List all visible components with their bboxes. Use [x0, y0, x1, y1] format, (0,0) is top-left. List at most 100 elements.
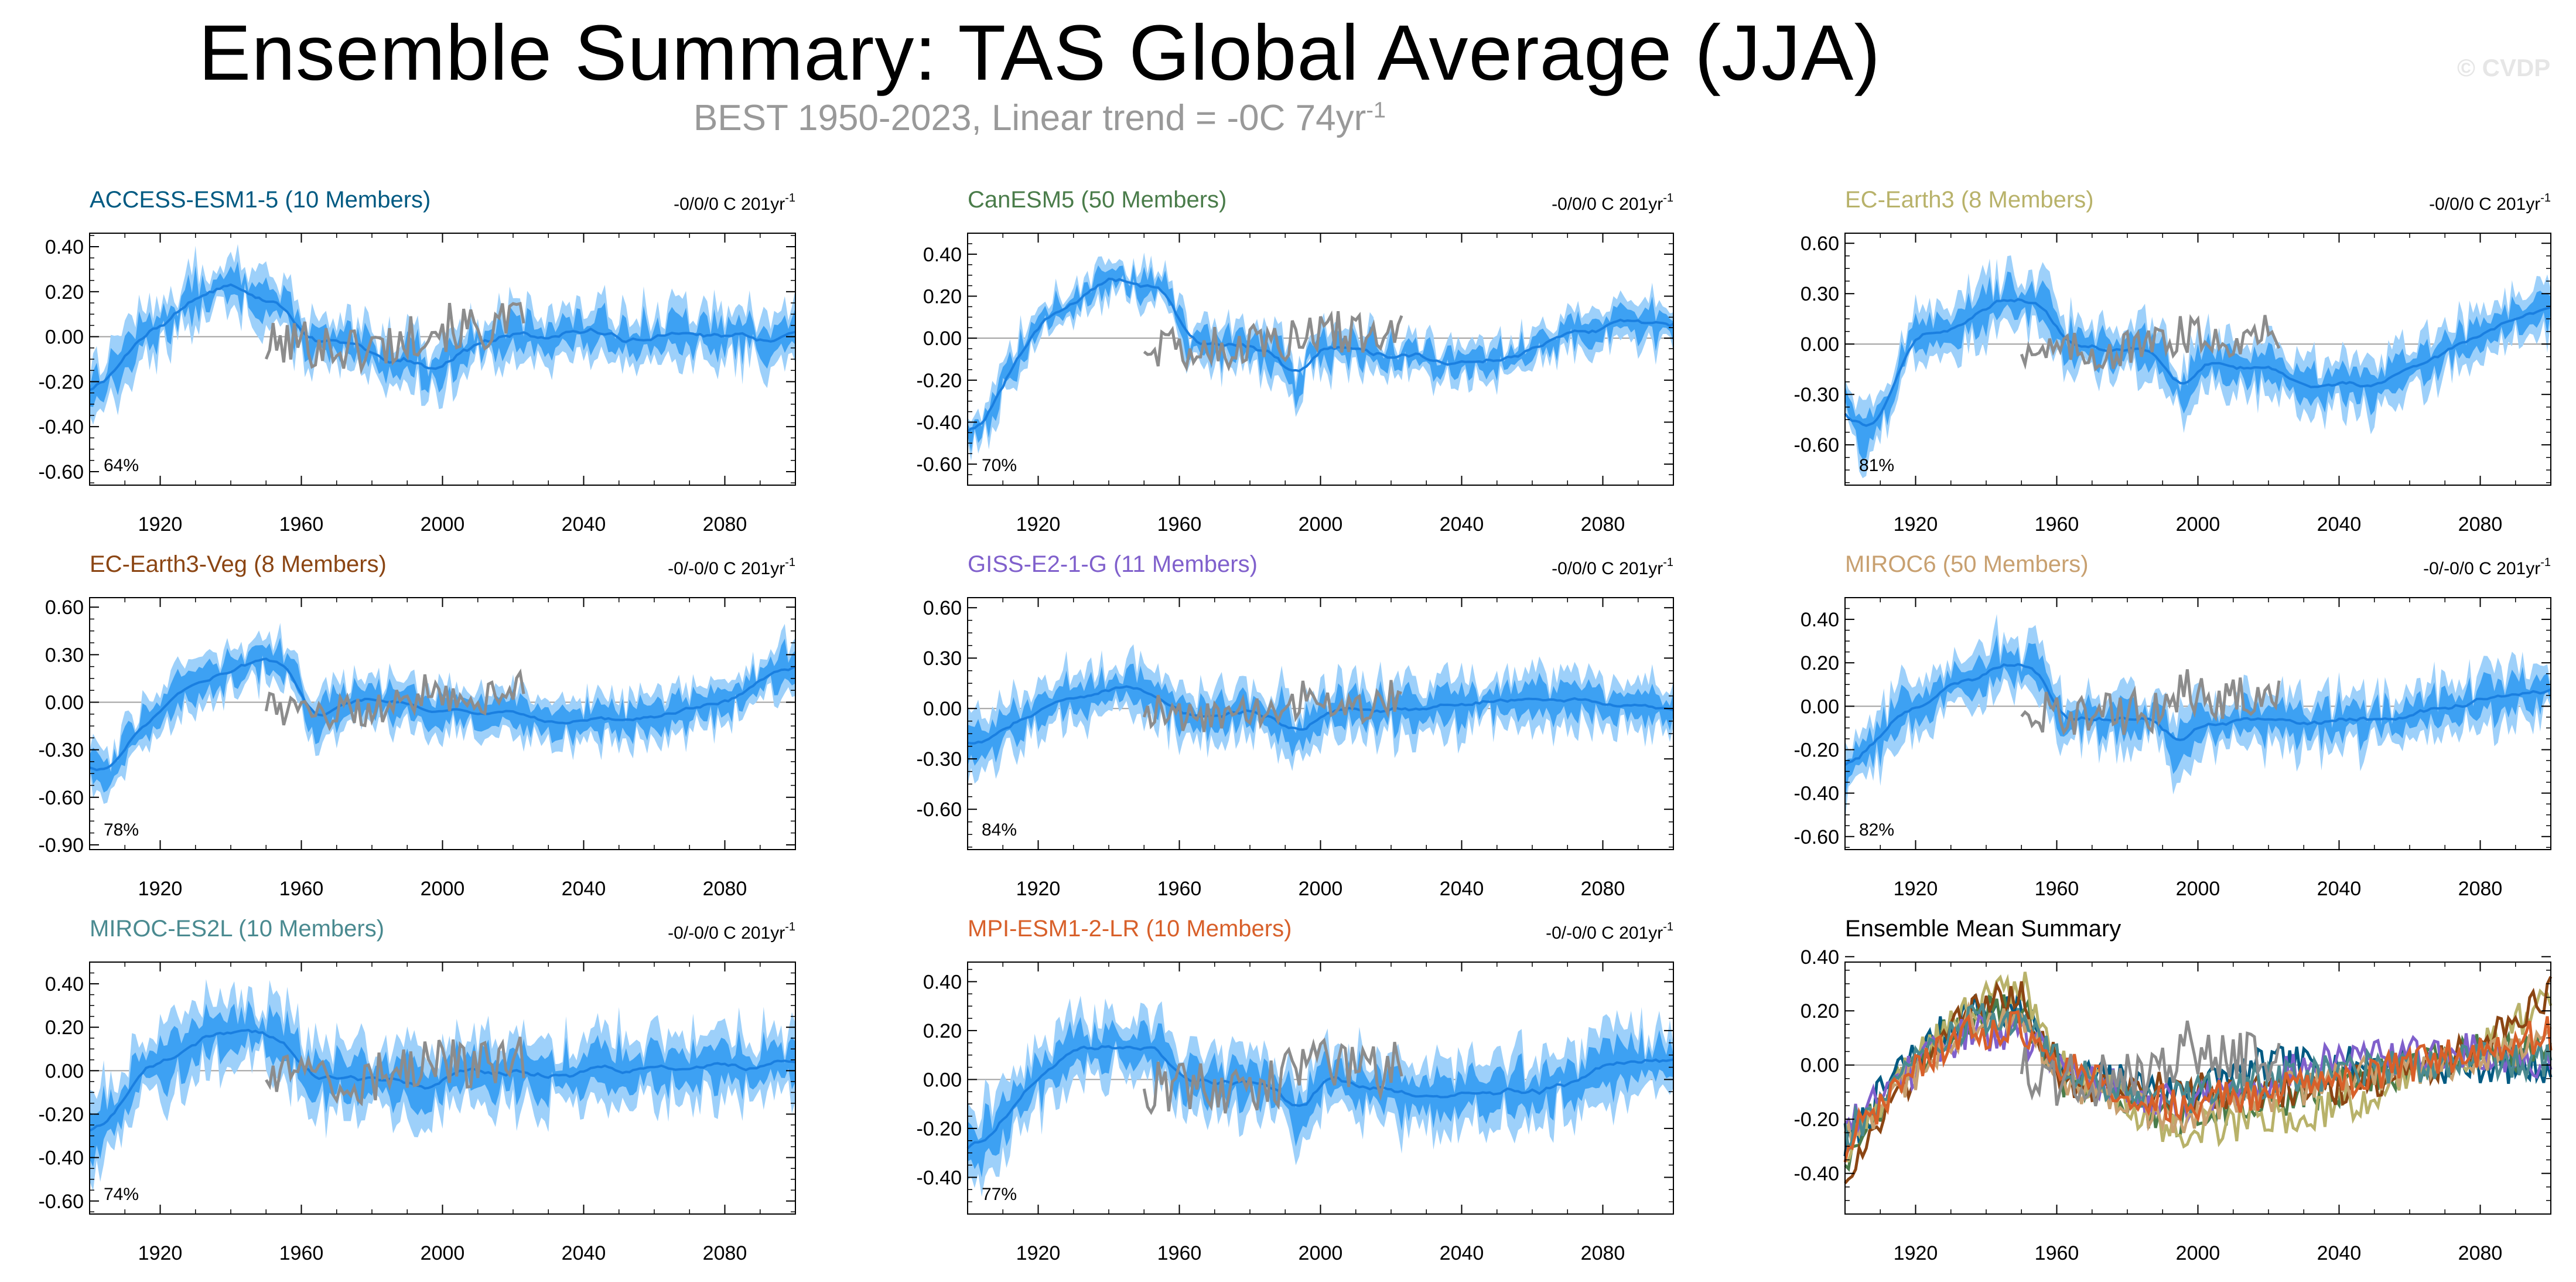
y-tick-label: 0.40 [1801, 946, 1839, 969]
y-tick-label: -0.60 [1794, 434, 1840, 456]
chart-panel: MPI-ESM1-2-LR (10 Members) -0/-0/0 C 201y… [917, 916, 1674, 1264]
x-tick-label: 1920 [1894, 878, 1938, 900]
ensemble-mean-line [1844, 663, 2551, 766]
chart-panel: EC-Earth3 (8 Members) -0/0/0 C 201yr-1 0.6… [1794, 187, 2551, 536]
observation-line [2020, 313, 2281, 372]
x-tick-label: 2000 [421, 513, 465, 536]
x-tick-label: 1920 [138, 878, 183, 900]
y-tick-label: 0.20 [45, 281, 84, 304]
figure-title: Ensemble Summary: TAS Global Average (JJ… [198, 9, 1881, 97]
trend-label: -0/0/0 C 201yr-1 [674, 192, 795, 214]
panel-title: MIROC-ES2L (10 Members) [90, 916, 384, 942]
trend-exponent: -1 [1663, 920, 1673, 933]
x-tick-label: 1960 [279, 878, 324, 900]
trend-text: -0/-0/0 C 201yr [668, 923, 785, 943]
x-tick-label: 1960 [2035, 513, 2079, 536]
x-tick-label: 2040 [562, 513, 606, 536]
x-tick-label: 2080 [703, 878, 747, 900]
series-line [1843, 1010, 2553, 1162]
observation-line [2020, 669, 2281, 736]
x-tick-label: 2040 [2317, 513, 2362, 536]
trend-label: -0/-0/0 C 201yr-1 [668, 556, 795, 578]
x-tick-label: 1960 [2035, 1242, 2079, 1264]
panel-title: CanESM5 (50 Members) [968, 187, 1226, 213]
panel-title: EC-Earth3 (8 Members) [1845, 187, 2094, 213]
spread-band-inner [968, 1017, 1673, 1178]
x-tick-label: 1920 [1894, 513, 1938, 536]
x-tick-label: 2000 [1299, 1242, 1343, 1264]
y-tick-label: 0.00 [923, 698, 962, 720]
y-tick-label: -0.40 [917, 412, 962, 434]
y-tick-label: 0.30 [45, 644, 84, 666]
trend-exponent: -1 [1663, 192, 1673, 204]
y-tick-label: 0.00 [1801, 695, 1839, 718]
y-tick-label: -0.40 [39, 1147, 84, 1170]
y-tick-label: 0.40 [45, 236, 84, 258]
x-tick-label: 2080 [703, 1242, 747, 1264]
y-tick-label: 0.20 [923, 286, 962, 308]
x-tick-label: 2040 [562, 878, 606, 900]
y-tick-label: 0.60 [923, 597, 962, 619]
percent-label: 70% [982, 456, 1017, 475]
trend-text: -0/0/0 C 201yr [1552, 195, 1663, 214]
y-tick-label: -0.90 [39, 834, 84, 857]
y-tick-label: -0.60 [917, 799, 962, 821]
panel-title: EC-Earth3-Veg (8 Members) [90, 551, 387, 577]
y-tick-label: 0.00 [45, 326, 84, 349]
ensemble-mean-line [89, 283, 796, 391]
chart-panel: GISS-E2-1-G (11 Members) -0/0/0 C 201yr-1… [917, 551, 1674, 900]
y-tick-label: 0.20 [923, 1020, 962, 1042]
panel-title: Ensemble Mean Summary [1845, 916, 2121, 942]
y-tick-label: 0.20 [1801, 1000, 1839, 1022]
panel-title: MIROC6 (50 Members) [1845, 551, 2089, 577]
percent-label: 81% [1859, 456, 1894, 475]
ensemble-mean-line [1844, 298, 2551, 427]
y-tick-label: 0.40 [1801, 609, 1839, 631]
percent-label: 74% [104, 1185, 139, 1204]
y-tick-label: 0.00 [45, 691, 84, 714]
y-tick-label: -0.30 [1794, 384, 1840, 406]
spread-band-inner [90, 1000, 795, 1167]
trend-label: -0/-0/0 C 201yr-1 [2423, 556, 2551, 578]
trend-exponent: -1 [1663, 556, 1673, 569]
trend-label: -0/-0/0 C 201yr-1 [668, 920, 795, 943]
y-tick-label: -0.30 [917, 748, 962, 770]
y-tick-label: -0.20 [917, 370, 962, 392]
trend-exponent: -1 [785, 556, 795, 569]
x-tick-label: 2080 [703, 513, 747, 536]
percent-label: 84% [982, 820, 1017, 840]
y-tick-label: -0.60 [1794, 826, 1840, 848]
y-tick-label: -0.20 [917, 1118, 962, 1140]
x-tick-label: 2080 [1581, 1242, 1625, 1264]
spread-band-inner [968, 264, 1673, 452]
observation-line [264, 668, 525, 732]
panel-title: ACCESS-ESM1-5 (10 Members) [90, 187, 431, 213]
y-tick-label: 0.20 [1801, 652, 1839, 674]
x-tick-label: 2080 [2458, 878, 2503, 900]
y-tick-label: 0.40 [923, 971, 962, 993]
y-tick-label: -0.60 [917, 454, 962, 476]
x-tick-label: 1920 [138, 513, 183, 536]
observation-line [1143, 310, 1403, 373]
y-tick-label: 0.00 [1801, 1055, 1839, 1077]
x-tick-label: 2080 [1581, 513, 1625, 536]
x-tick-label: 2000 [421, 1242, 465, 1264]
spread-band-inner [90, 637, 795, 793]
cvdp-watermark: © CVDP [2457, 54, 2551, 81]
y-tick-label: 0.00 [923, 1069, 962, 1091]
x-tick-label: 2000 [1299, 513, 1343, 536]
x-tick-label: 1960 [1157, 513, 1202, 536]
trend-exponent: -1 [785, 920, 795, 933]
y-tick-label: 0.20 [45, 1017, 84, 1039]
y-tick-label: 0.40 [923, 244, 962, 266]
observation-line [264, 302, 525, 375]
y-tick-label: 0.60 [1801, 233, 1839, 255]
trend-text: -0/-0/0 C 201yr [2423, 559, 2540, 578]
x-tick-label: 1960 [279, 513, 324, 536]
x-tick-label: 2000 [1299, 878, 1343, 900]
y-tick-label: 0.60 [45, 596, 84, 619]
chart-panel: MIROC-ES2L (10 Members) -0/-0/0 C 201yr-1… [39, 916, 796, 1264]
x-tick-label: 2080 [2458, 1242, 2503, 1264]
x-tick-label: 1920 [1016, 878, 1061, 900]
